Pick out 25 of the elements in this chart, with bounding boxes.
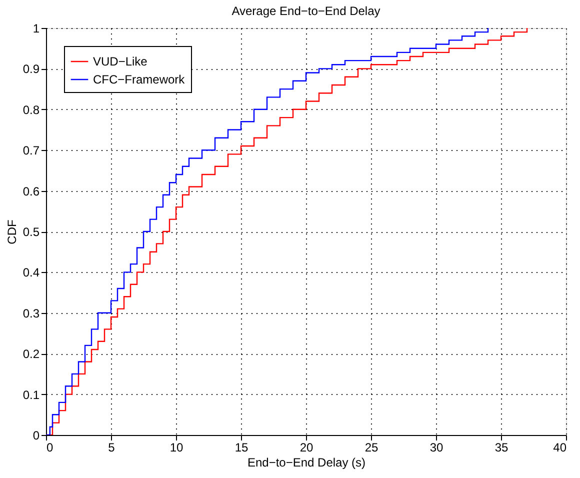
y-tick-label: 0.5	[22, 225, 40, 239]
x-tick-label: 0	[46, 440, 54, 454]
y-tick-label: 1	[32, 22, 40, 36]
y-tick-label: 0.4	[22, 266, 40, 280]
x-tick-label: 40	[553, 440, 567, 454]
x-tick-label: 20	[300, 440, 314, 454]
y-tick-label: 0.6	[22, 184, 40, 198]
y-tick-label: 0.2	[22, 347, 40, 362]
y-tick-label: 0.8	[22, 102, 40, 117]
x-axis-title: End−to−End Delay (s)	[247, 456, 366, 470]
y-tick-label: 0.7	[22, 144, 40, 158]
x-tick-label: 30	[430, 440, 444, 454]
x-tick-label: 15	[234, 440, 248, 454]
x-tick-label: 10	[170, 440, 184, 454]
x-tick-label: 25	[364, 440, 378, 454]
x-tick-label: 35	[494, 440, 508, 454]
y-tick-label: 0	[32, 428, 40, 442]
legend-label: CFC−Framework	[93, 72, 186, 86]
legend-label: VUD−Like	[93, 54, 148, 68]
y-axis-title: CDF	[4, 220, 19, 244]
y-tick-label: 0.9	[22, 62, 40, 76]
y-tick-label: 0.3	[22, 306, 40, 320]
chart-title: Average End−to−End Delay	[232, 4, 380, 18]
x-tick-label: 5	[108, 440, 116, 454]
y-tick-label: 0.1	[22, 388, 40, 402]
